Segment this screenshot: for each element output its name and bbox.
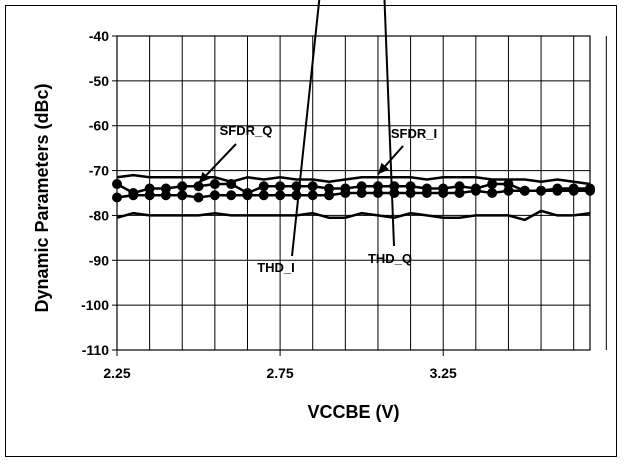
point-thd-q xyxy=(487,188,498,198)
y-tick-label: -90 xyxy=(89,252,109,268)
series-line-sfdr-i xyxy=(116,173,591,186)
arrow-thd-q xyxy=(383,0,395,247)
point-sfdr-q xyxy=(226,179,237,190)
arrowhead-sfdr-q xyxy=(198,171,210,184)
point-thd-q xyxy=(568,185,579,196)
point-thd-q xyxy=(389,188,400,198)
point-thd-q xyxy=(552,185,563,196)
point-sfdr-q xyxy=(258,181,269,192)
x-tick-label: 3.25 xyxy=(430,365,457,381)
point-thd-q xyxy=(177,190,188,201)
point-thd-q xyxy=(291,190,302,201)
y-tick-label: -80 xyxy=(89,207,109,223)
point-thd-q xyxy=(128,190,139,201)
point-thd-q xyxy=(275,190,286,201)
plot-area xyxy=(116,35,591,351)
point-sfdr-q xyxy=(307,181,318,192)
point-thd-q xyxy=(307,190,318,201)
point-thd-q xyxy=(438,188,449,198)
y-tick-label: -40 xyxy=(89,28,109,44)
arrowhead-sfdr-i xyxy=(377,162,389,175)
point-thd-q xyxy=(356,188,367,198)
point-thd-q xyxy=(536,185,547,196)
point-thd-q xyxy=(340,188,351,198)
annotations: SFDR_Q SFDR_I THD_I THD_Q xyxy=(197,0,437,275)
x-tick-label: 2.25 xyxy=(103,365,130,381)
point-thd-q xyxy=(193,192,204,203)
annotation-thd-i: THD_I xyxy=(257,260,295,275)
series-layer xyxy=(112,173,595,222)
point-sfdr-q xyxy=(193,181,204,192)
point-thd-q xyxy=(160,190,171,201)
arrow-thd-i xyxy=(291,0,321,257)
series-line-thd-i xyxy=(116,209,591,222)
point-sfdr-q xyxy=(275,181,286,192)
point-thd-q xyxy=(421,188,432,198)
point-thd-q xyxy=(324,190,335,201)
point-thd-q xyxy=(519,185,530,196)
point-thd-q xyxy=(209,190,220,201)
point-thd-q xyxy=(454,188,465,198)
point-thd-q xyxy=(144,190,155,201)
point-thd-q xyxy=(242,190,253,201)
annotation-sfdr-i: SFDR_I xyxy=(391,126,437,141)
y-tick-label: -50 xyxy=(89,73,109,89)
axes: -40 -50 -60 -70 -80 -90 -100 -110 2.25 2.75 3.25 xyxy=(81,28,591,381)
point-thd-q xyxy=(258,190,269,201)
point-thd-q xyxy=(470,185,481,196)
y-axis-title: Dynamic Parameters (dBc) xyxy=(32,83,52,312)
point-sfdr-q xyxy=(487,179,498,190)
y-tick-label: -110 xyxy=(82,342,109,358)
point-thd-q xyxy=(503,185,514,196)
point-sfdr-q xyxy=(209,179,220,190)
x-tick-label: 2.75 xyxy=(266,365,293,381)
series-line-thd-q xyxy=(116,189,590,199)
annotation-thd-q: THD_Q xyxy=(368,251,412,266)
annotation-sfdr-q: SFDR_Q xyxy=(220,123,273,138)
y-tick-label: -70 xyxy=(89,163,109,179)
y-tick-label: -60 xyxy=(89,118,109,134)
point-sfdr-q xyxy=(177,181,188,192)
point-thd-q xyxy=(405,188,416,198)
y-tick-label: -100 xyxy=(81,297,109,313)
point-thd-q xyxy=(226,190,237,201)
point-thd-q xyxy=(372,188,383,198)
x-axis-title: VCCBE (V) xyxy=(307,402,399,422)
